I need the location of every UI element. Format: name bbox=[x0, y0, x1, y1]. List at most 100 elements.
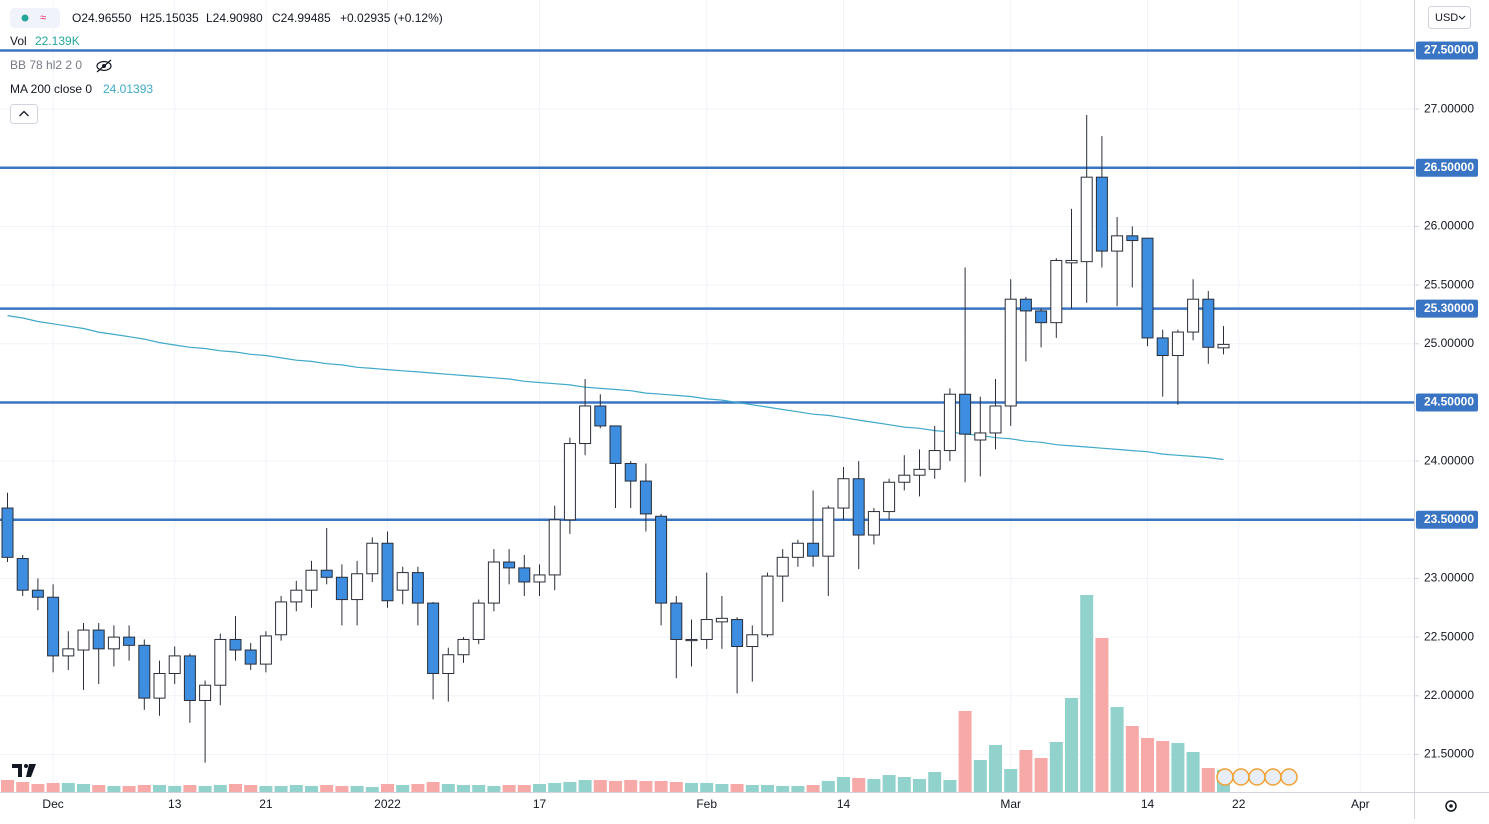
volume-bar bbox=[989, 745, 1002, 792]
volume-bar bbox=[913, 779, 926, 792]
candle-body bbox=[670, 602, 683, 640]
volume-bar bbox=[791, 786, 805, 792]
collapse-button[interactable] bbox=[10, 104, 38, 124]
candle-body bbox=[411, 572, 424, 604]
volume-bar bbox=[16, 782, 30, 792]
volume-bar bbox=[517, 785, 531, 792]
volume-bar bbox=[350, 786, 364, 792]
legend-close: C24.99485 bbox=[272, 11, 331, 25]
candle-body bbox=[943, 393, 956, 452]
wave-icon: ≈ bbox=[40, 12, 46, 24]
legend-high: H25.15035 bbox=[140, 11, 199, 25]
candle-body bbox=[107, 636, 120, 650]
price-label-box bbox=[1416, 41, 1478, 60]
candle-body bbox=[199, 684, 212, 701]
candle-body bbox=[989, 405, 1002, 434]
candle-body bbox=[837, 478, 850, 509]
x-tick-label: 22 bbox=[1232, 797, 1246, 811]
x-tick-label: 13 bbox=[168, 797, 182, 811]
volume-bar bbox=[335, 786, 349, 792]
volume-bar bbox=[274, 786, 288, 792]
price-label: 26.50000 bbox=[1424, 160, 1474, 174]
volume-bar bbox=[745, 785, 759, 792]
volume-bar bbox=[244, 785, 258, 792]
volume-bar bbox=[365, 787, 379, 792]
currency-select[interactable]: USD bbox=[1428, 6, 1471, 29]
volume-bar bbox=[168, 786, 182, 792]
volume-bar bbox=[852, 778, 866, 792]
candle-body bbox=[1065, 259, 1078, 264]
volume-bar bbox=[730, 784, 744, 792]
volume-bar bbox=[487, 786, 501, 792]
candle-body bbox=[92, 629, 105, 650]
price-label: 23.50000 bbox=[1424, 512, 1474, 526]
candle-body bbox=[1080, 176, 1093, 263]
volume-bar bbox=[198, 786, 212, 792]
volume-bar bbox=[229, 784, 242, 792]
vol-value: 22.139K bbox=[35, 34, 80, 48]
volume-bar bbox=[715, 784, 729, 792]
volume-bar bbox=[533, 784, 546, 792]
volume-bar bbox=[897, 777, 911, 792]
candle-body bbox=[1126, 235, 1139, 242]
event-icons[interactable] bbox=[1216, 768, 1298, 786]
candle-body bbox=[609, 425, 622, 464]
candle-body bbox=[229, 638, 242, 651]
grid bbox=[0, 0, 1414, 792]
volume-bar bbox=[153, 785, 166, 792]
volume-bar bbox=[1095, 638, 1109, 792]
collapse-arrow bbox=[19, 110, 29, 117]
bb-name: BB 78 hl2 2 0 bbox=[10, 58, 82, 72]
x-tick-label: 17 bbox=[533, 797, 547, 811]
volume-bar bbox=[77, 784, 90, 792]
candle-body bbox=[898, 474, 911, 483]
candle-body bbox=[807, 542, 820, 557]
volume-bar bbox=[122, 786, 136, 792]
candle-body bbox=[1019, 298, 1032, 312]
candle-body bbox=[153, 672, 166, 699]
x-tick-label: Feb bbox=[696, 797, 717, 811]
candle-body bbox=[168, 655, 181, 674]
candle-body bbox=[1050, 259, 1063, 324]
candle-body bbox=[594, 405, 607, 427]
candle-body bbox=[259, 635, 272, 665]
candle-body bbox=[715, 617, 728, 623]
candle-body bbox=[472, 602, 485, 640]
y-tick-label: 25.50000 bbox=[1424, 277, 1474, 291]
status-dot bbox=[21, 14, 29, 22]
candle-body bbox=[320, 569, 333, 578]
candle-body bbox=[518, 567, 531, 583]
volume-bar bbox=[61, 783, 75, 792]
volume-bar bbox=[46, 783, 60, 792]
ma-name: MA 200 close 0 bbox=[10, 82, 92, 96]
volume-bar bbox=[1065, 698, 1078, 792]
volume-bar bbox=[1080, 595, 1094, 792]
vol-name: Vol bbox=[10, 34, 27, 48]
legend-low: L24.90980 bbox=[206, 11, 263, 25]
volume-bar bbox=[1, 780, 14, 792]
x-tick-label: 21 bbox=[259, 797, 273, 811]
volume-bar bbox=[1049, 742, 1063, 792]
volume-bar bbox=[1171, 743, 1185, 792]
volume-bar bbox=[472, 785, 486, 792]
header: ≈ O24.96550 H25.15035 L24.90980 C24.9948… bbox=[10, 8, 443, 124]
volume-bar bbox=[867, 779, 881, 792]
candle-body bbox=[427, 602, 440, 674]
volume-bar bbox=[593, 780, 607, 792]
volume-bar bbox=[837, 777, 850, 792]
candle-body bbox=[77, 629, 90, 651]
volume-bar bbox=[92, 785, 106, 792]
settings-icon[interactable] bbox=[1445, 800, 1457, 812]
candle-body bbox=[351, 573, 364, 601]
volume-pane bbox=[1, 595, 1230, 792]
horizontal-lines bbox=[0, 49, 1414, 522]
candle-body bbox=[503, 561, 516, 569]
x-tick-label: Dec bbox=[42, 797, 63, 811]
volume-bar bbox=[213, 785, 227, 792]
volume-bar bbox=[882, 775, 896, 792]
candle-body bbox=[183, 655, 196, 701]
hidden-eye-icon[interactable] bbox=[96, 59, 112, 73]
candle-body bbox=[366, 542, 379, 575]
symbol-buttons[interactable] bbox=[10, 8, 60, 28]
